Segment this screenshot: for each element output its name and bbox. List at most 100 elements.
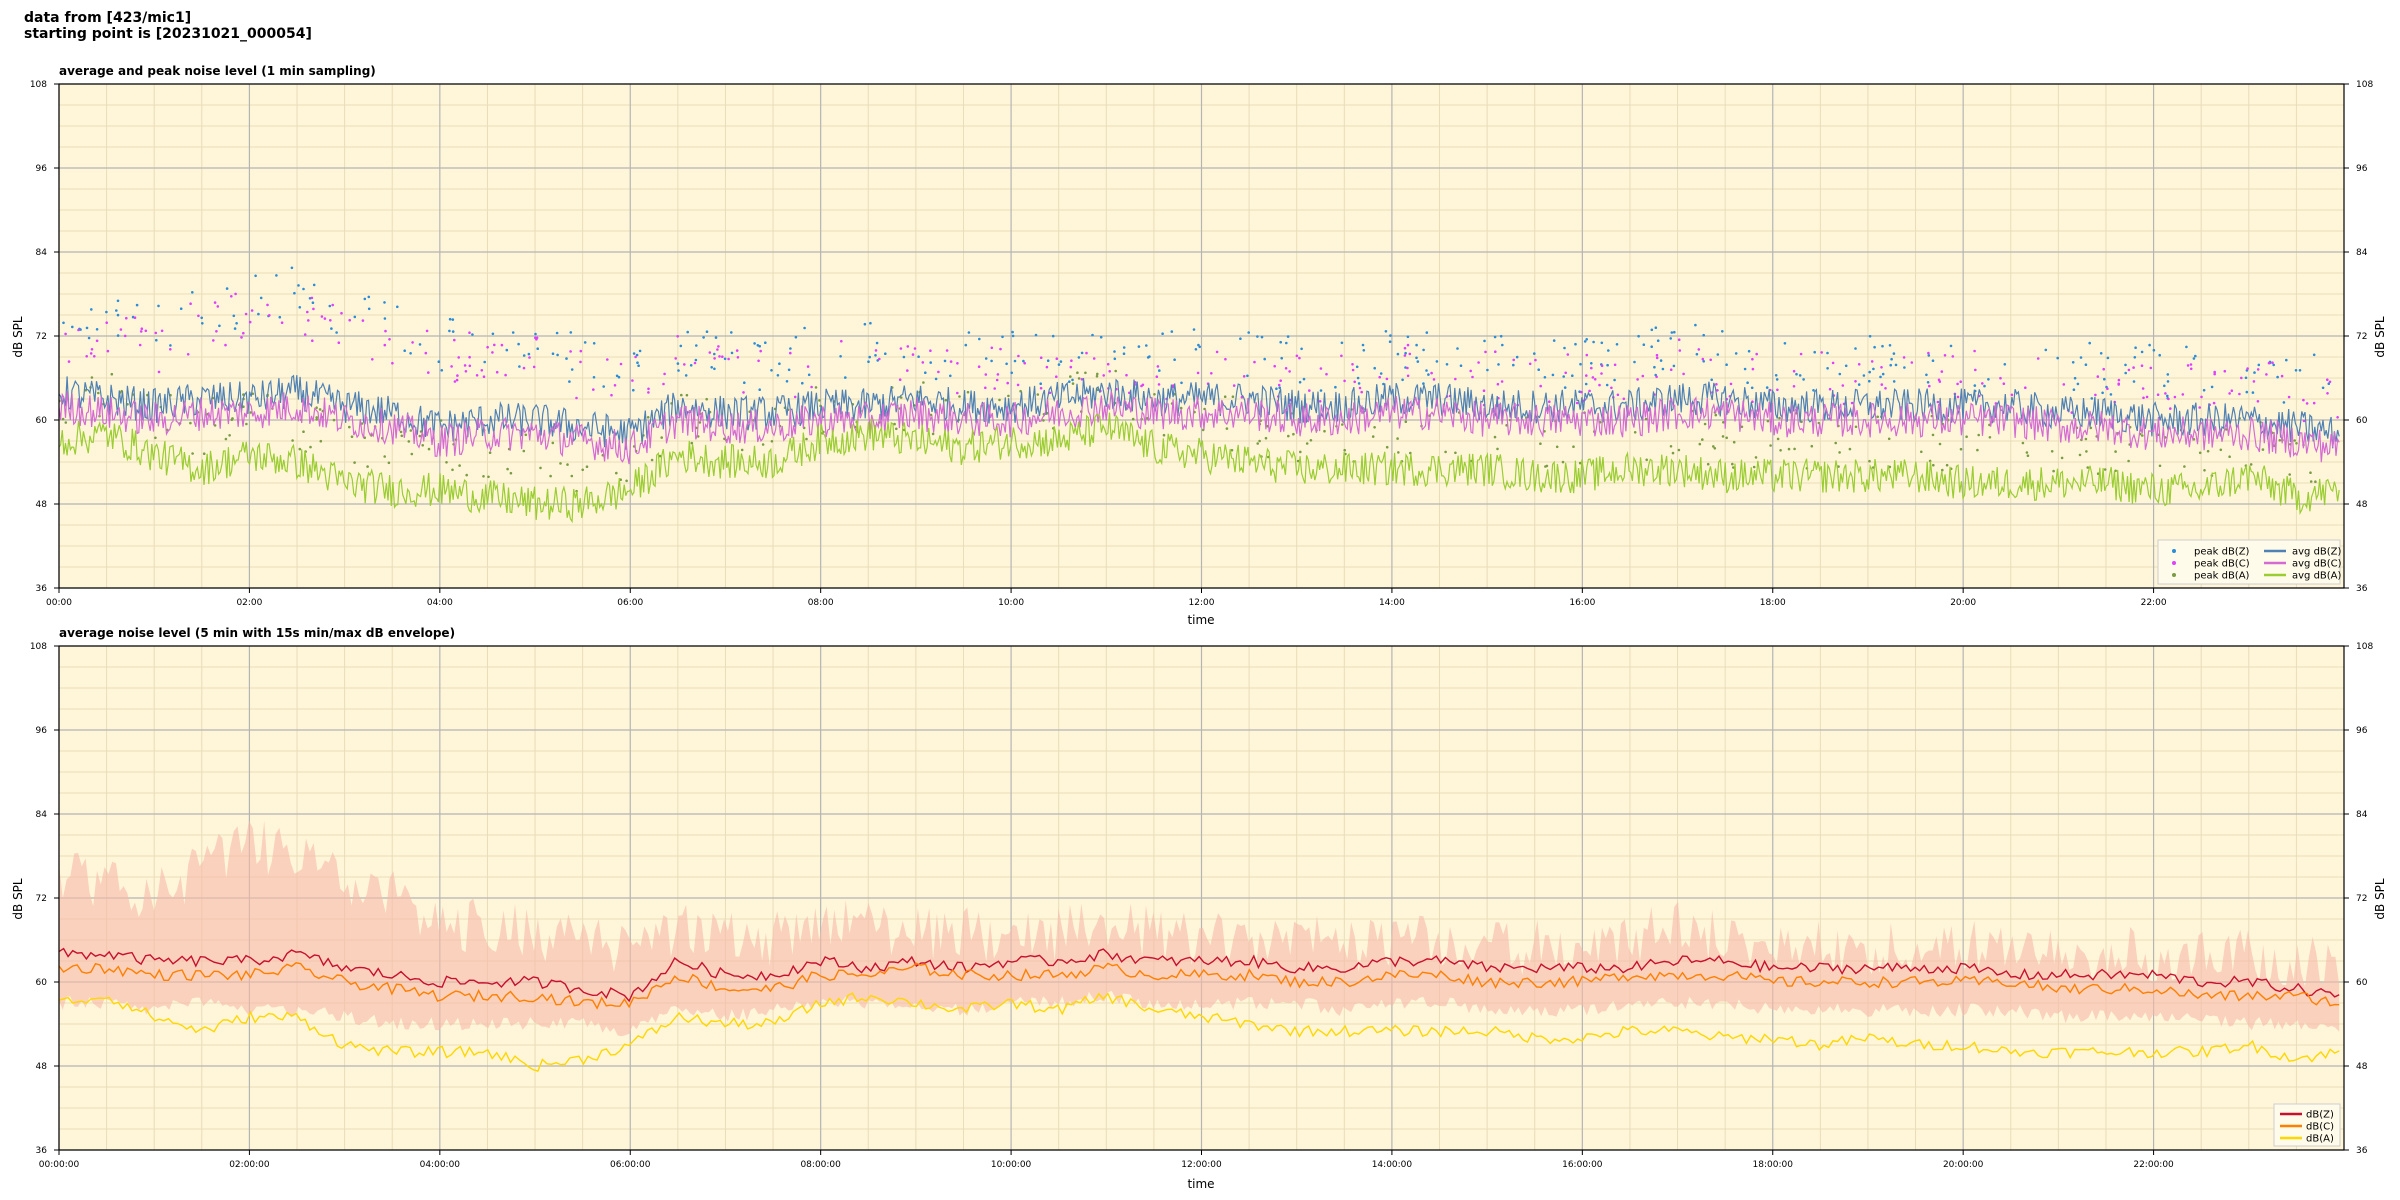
peak-point (1539, 442, 1542, 446)
peak-point (2127, 368, 2131, 372)
peak-point (1779, 449, 1782, 452)
peak-point (619, 362, 623, 366)
peak-point (2101, 391, 2104, 395)
peak-point (1868, 379, 1871, 383)
header-start-line: starting point is [20231021_000054] (24, 26, 312, 42)
peak-point (1884, 387, 1887, 390)
peak-point (1099, 335, 1103, 339)
peak-point (363, 297, 367, 301)
x-tick-label: 18:00 (1760, 598, 1786, 608)
peak-point (943, 359, 947, 363)
peak-point (1776, 437, 1780, 441)
peak-point (759, 349, 762, 353)
peak-point (705, 330, 709, 334)
peak-point (929, 349, 932, 353)
peak-point (984, 373, 988, 376)
peak-point (1927, 351, 1930, 355)
peak-point (1353, 380, 1356, 384)
peak-point (1590, 366, 1593, 370)
peak-point (2244, 376, 2248, 380)
peak-point (1795, 372, 1798, 376)
peak-point (1750, 386, 1754, 390)
peak-point (1496, 382, 1500, 386)
peak-point (1910, 361, 1914, 364)
peak-point (1650, 345, 1653, 349)
peak-point (801, 381, 804, 385)
peak-point (676, 362, 680, 365)
peak-point (1983, 384, 1986, 388)
peak-point (1765, 386, 1769, 389)
peak-point (1792, 369, 1796, 373)
x-tick-label: 12:00:00 (1181, 1160, 1222, 1170)
peak-point (884, 352, 887, 356)
peak-point (2099, 352, 2103, 355)
peak-point (257, 312, 260, 316)
peak-point (1388, 340, 1392, 344)
series-line-avg-db-c- (59, 391, 2340, 465)
peak-point (814, 386, 818, 389)
peak-point (62, 321, 65, 325)
peak-point (2010, 393, 2014, 397)
peak-point (2149, 366, 2153, 370)
peak-point (956, 391, 959, 395)
top-chart-panel: average and peak noise level (1 min samp… (11, 64, 2387, 627)
bottom-chart-ylabel-right: dB SPL (2373, 878, 2387, 920)
peak-point (617, 375, 621, 379)
peak-point (371, 358, 374, 361)
series-line-avg-db-a- (59, 412, 2340, 524)
x-tick-label: 06:00 (617, 598, 643, 608)
peak-point (2287, 395, 2291, 399)
peak-point (307, 319, 310, 322)
peak-point (1401, 378, 1404, 382)
peak-point (714, 336, 718, 339)
peak-point (1925, 373, 1928, 377)
y-tick-label: 72 (36, 332, 47, 342)
y-tick-label-right: 48 (2356, 500, 2368, 510)
peak-point (1721, 330, 1724, 333)
peak-point (1373, 366, 1376, 370)
peak-point (451, 318, 455, 321)
peak-point (874, 354, 877, 357)
peak-point (1574, 342, 1577, 346)
peak-point (2186, 364, 2190, 367)
legend-box (2157, 539, 2341, 585)
peak-point (730, 351, 734, 355)
peak-point (1077, 356, 1081, 359)
peak-point (1360, 390, 1363, 394)
peak-point (1042, 419, 1045, 422)
peak-point (1890, 357, 1893, 361)
peak-point (1974, 368, 1977, 372)
peak-point (1645, 458, 1648, 462)
y-tick-label-right: 84 (2356, 810, 2368, 820)
peak-point (1754, 456, 1758, 459)
peak-point (2076, 382, 2080, 386)
peak-point (315, 406, 318, 410)
peak-point (244, 312, 248, 316)
peak-point (1571, 374, 1574, 378)
peak-point (2321, 386, 2325, 390)
peak-point (1299, 450, 1302, 454)
peak-point (2133, 356, 2137, 359)
peak-point (1382, 382, 1385, 386)
y-tick-label: 96 (36, 164, 48, 174)
peak-point (1378, 375, 1381, 379)
peak-point (1642, 343, 1646, 347)
peak-point (1404, 420, 1408, 424)
peak-point (1145, 344, 1148, 347)
peak-point (468, 331, 471, 335)
peak-point (1981, 382, 1984, 385)
y-tick-label: 84 (36, 248, 48, 258)
peak-point (1943, 354, 1947, 357)
peak-point (1831, 361, 1835, 365)
y-tick-label: 36 (36, 584, 48, 594)
peak-point (482, 375, 486, 379)
peak-point (1371, 435, 1375, 438)
peak-point (491, 332, 495, 336)
peak-point (1155, 375, 1159, 379)
peak-point (924, 371, 927, 375)
peak-point (532, 365, 536, 369)
peak-point (1095, 374, 1099, 378)
peak-point (1011, 334, 1015, 338)
peak-point (684, 374, 688, 377)
peak-point (2192, 357, 2196, 360)
